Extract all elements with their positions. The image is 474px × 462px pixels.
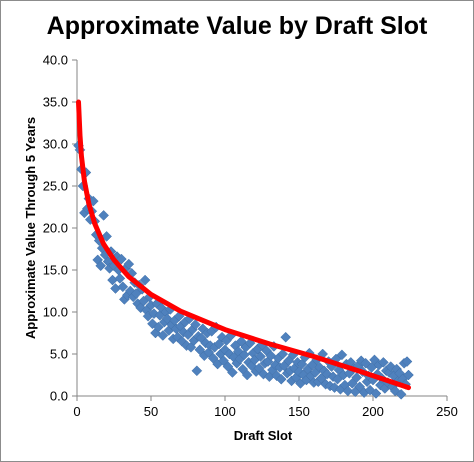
y-tick-label: 40.0 <box>43 53 68 68</box>
x-tick-label: 100 <box>214 404 236 419</box>
data-point <box>351 372 363 383</box>
y-tick-label: 0.0 <box>50 389 68 404</box>
data-point <box>123 258 135 270</box>
data-point <box>403 369 414 381</box>
data-point <box>190 319 201 330</box>
y-tick-label: 10.0 <box>43 305 68 320</box>
data-point <box>255 351 266 362</box>
data-point <box>395 388 407 400</box>
y-axis-title: Approximate Value Through 5 Years <box>23 117 38 339</box>
data-point <box>370 388 382 399</box>
data-point <box>116 253 127 265</box>
y-tick-label: 35.0 <box>43 95 68 110</box>
x-tick-label: 200 <box>362 404 384 419</box>
chart-title: Approximate Value by Draft Slot <box>46 12 428 40</box>
x-tick-label: 50 <box>144 404 158 419</box>
y-tick-label: 20.0 <box>43 221 68 236</box>
x-axis-title: Draft Slot <box>234 428 293 443</box>
data-point <box>280 331 292 343</box>
y-tick-label: 15.0 <box>43 263 68 278</box>
axes: 0.0 5.0 10.0 15.0 20.0 25.0 30.0 35.0 40.0 0 50 100… <box>43 53 458 420</box>
y-tick-label: 5.0 <box>50 347 68 362</box>
data-point <box>191 365 203 377</box>
data-point <box>401 356 413 367</box>
data-point <box>117 281 129 293</box>
x-tick-label: 150 <box>288 404 310 419</box>
data-point <box>227 367 238 378</box>
x-tick-label: 0 <box>73 404 80 419</box>
y-tick-label: 25.0 <box>43 179 68 194</box>
data-point <box>98 210 109 221</box>
data-point <box>114 273 126 284</box>
data-point <box>95 260 107 272</box>
data-point <box>110 283 121 294</box>
trendline-layer <box>76 99 411 391</box>
data-point <box>139 274 151 286</box>
y-tick-label: 30.0 <box>43 137 68 152</box>
data-point <box>336 349 348 361</box>
data-point <box>241 369 253 381</box>
data-point <box>238 349 250 361</box>
trendline <box>76 99 411 391</box>
data-point <box>107 274 118 286</box>
data-point <box>153 321 164 333</box>
data-point <box>275 373 287 385</box>
data-point <box>157 330 169 341</box>
data-point <box>277 348 289 360</box>
data-point <box>378 357 389 368</box>
data-point <box>342 385 354 397</box>
x-tick-label: 250 <box>436 404 458 419</box>
